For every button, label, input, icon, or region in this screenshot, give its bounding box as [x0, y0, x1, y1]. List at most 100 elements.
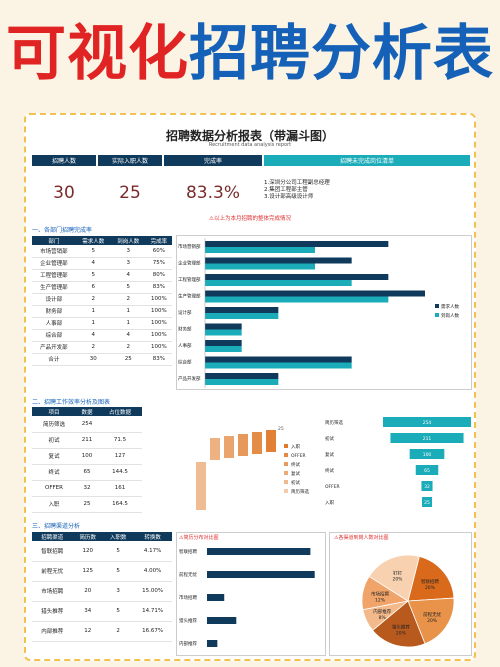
funnel-category-label: 简历筛选: [325, 419, 343, 426]
funnel-chart: 简历筛选 254 初试 211 复试 100 终试 65 OFFER 32 入职 25: [325, 417, 471, 507]
dept-bar-demand: [205, 323, 242, 330]
table-cell: 2: [110, 341, 146, 354]
dept-bar-onboard: [205, 362, 352, 369]
dept-bar-onboard: [205, 247, 315, 253]
channel-chart-frame: ⚠简历分布对比图 智联招聘 前程无忧 市场招聘 猎头推荐 内部推荐: [176, 532, 326, 656]
funnel-category-label: OFFER: [325, 484, 340, 490]
table-cell: 4: [110, 329, 146, 342]
table-row: 人事部 1 1 100%: [32, 317, 172, 330]
table-header-row: 项目 数据 占位数据: [32, 407, 142, 416]
table-cell: 32: [75, 480, 98, 497]
table-cell: 65: [75, 464, 98, 481]
waterfall-legend-label: OFFER: [291, 453, 306, 459]
table-cell: 144.5: [97, 464, 142, 481]
table-row: 企业管理部 4 3 75%: [32, 257, 172, 270]
table-cell: 25: [75, 496, 98, 513]
funnel-bar: [390, 433, 464, 443]
table-cell: 60%: [145, 245, 172, 258]
pie-chart-frame: ⚠各渠道到岗人数对比图 智联招聘 20% 前程无忧 20% 猎头推荐 20% 内部推荐 8% 市…: [329, 532, 472, 656]
table-cell: 34: [72, 601, 103, 622]
channel-category-label: 智联招聘: [179, 548, 197, 555]
waterfall-legend-label: 简历筛选: [291, 488, 309, 495]
table-header-cell: 数据: [75, 407, 98, 416]
waterfall-legend-swatch: [284, 471, 288, 475]
table-cell: 1: [75, 317, 111, 330]
dept-chart-category-label: 生产管理部: [178, 293, 201, 300]
table-header-cell: 转换数: [133, 532, 172, 541]
pie-slice: [407, 555, 455, 602]
dept-chart-category-label: 企业管理部: [178, 260, 201, 267]
kpi-header-open-positions: 招聘未完成岗位清单: [264, 155, 470, 166]
table-cell: 15.00%: [133, 581, 172, 602]
pie-chart-title: ⚠各渠道到岗人数对比图: [334, 535, 389, 541]
dept-chart-category-label: 市场营销部: [178, 243, 201, 250]
table-cell: 产品开发部: [32, 341, 76, 354]
kpi-header-hires: 招聘人数: [32, 155, 96, 166]
pie-slice-label: 智联招聘: [421, 578, 439, 585]
dept-chart-category-label: 设计部: [178, 309, 192, 316]
banner-part2: 招聘分析表: [189, 19, 494, 89]
table-cell: 2: [102, 621, 134, 642]
table-row: 财务部 1 1 100%: [32, 305, 172, 318]
table-cell: 100%: [145, 317, 172, 330]
funnel-category-label: 初试: [325, 435, 334, 442]
table-cell: 254: [75, 416, 98, 433]
dept-bar-demand: [205, 340, 242, 346]
table-cell: 2: [110, 293, 146, 306]
table-row: OFFER 32 161: [32, 480, 142, 497]
table-cell: 简历筛选: [32, 416, 76, 433]
legend-swatch-demand: [435, 304, 439, 308]
dept-chart-frame: 市场营销部 企业管理部 工程管理部 生产管理部 设计部 财务部 人事部 综合部 产品开发部 需求人…: [176, 235, 472, 390]
table-cell: 1: [110, 305, 146, 318]
waterfall-legend-swatch: [284, 480, 288, 484]
table-row: 市场招聘 20 3 15.00%: [32, 581, 172, 602]
funnel-bar: [409, 449, 445, 459]
table-header-cell: 完成率: [145, 236, 172, 245]
table-header-cell: 招聘渠道: [32, 532, 73, 541]
table-cell: 164.5: [97, 496, 142, 513]
table-header-cell: 入职数: [102, 532, 134, 541]
dept-bar-onboard: [205, 313, 279, 319]
dept-bar-onboard: [205, 379, 279, 385]
table-cell: 30: [75, 353, 111, 366]
table-cell: 100: [75, 448, 98, 465]
table-row: 生产管理部 6 5 83%: [32, 281, 172, 294]
section1-title: 一、各部门招聘完成率: [32, 227, 93, 234]
pie-slice-pct: 20%: [425, 585, 436, 591]
report-card: 招聘数据分析报表（带漏斗图） Recruitment data analysis…: [24, 113, 476, 661]
table-row: 工程管理部 5 4 80%: [32, 269, 172, 282]
pie-slice: [368, 554, 420, 602]
table-row: 内部推荐 12 2 16.67%: [32, 621, 172, 642]
table-cell: 内部推荐: [32, 621, 73, 642]
table-cell: 终试: [32, 464, 76, 481]
table-cell: 企业管理部: [32, 257, 76, 270]
dept-bar-onboard: [205, 346, 242, 352]
table-cell: 25: [110, 353, 146, 366]
table-cell: 1: [110, 317, 146, 330]
table-cell: 4.00%: [133, 561, 172, 582]
legend-swatch-onboard: [435, 313, 439, 317]
report-title: 招聘数据分析报表（带漏斗图）: [165, 129, 334, 143]
waterfall-top-label: 25: [278, 426, 284, 432]
funnel-bar: [422, 497, 432, 507]
table-cell: 5: [102, 541, 134, 562]
waterfall-bar: [266, 430, 276, 452]
pie-slice: [372, 600, 426, 648]
table-header-row: 招聘渠道 简历数 入职数 转换数: [32, 532, 172, 541]
waterfall-bar: [238, 434, 248, 456]
table-cell: 综合部: [32, 329, 76, 342]
open-position-list: 1.深圳分公司工程副总经理 2.集团工程部主管 3.设计部高级设计师: [264, 180, 330, 201]
efficiency-table: 项目 数据 占位数据 简历筛选 254 初试 211 71.5 复试 100 127 终试 65 144.…: [32, 407, 142, 513]
dept-bar-onboard: [205, 329, 242, 336]
kpi-value-onboard: 25: [119, 183, 141, 203]
pie-slice-pct: 20%: [392, 576, 403, 582]
pie-slice-label: 猎头推荐: [392, 624, 410, 631]
pie-slice-label: 市场招聘: [371, 591, 389, 598]
waterfall-legend-label: 入职: [291, 444, 300, 450]
table-cell: 127: [97, 448, 142, 465]
channel-table: 招聘渠道 简历数 入职数 转换数 智联招聘 120 5 4.17% 前程无忧 125 5 4.00% 市…: [32, 532, 172, 642]
funnel-value-label: 100: [423, 452, 432, 458]
dept-bar-onboard: [205, 263, 315, 270]
table-cell: 3: [110, 245, 146, 258]
